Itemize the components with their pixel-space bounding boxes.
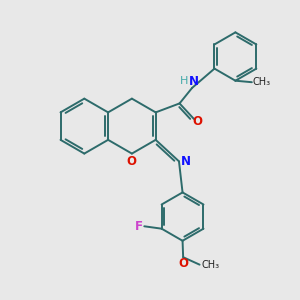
Text: N: N — [189, 75, 199, 88]
Text: O: O — [126, 155, 136, 168]
Text: N: N — [181, 155, 190, 168]
Text: CH₃: CH₃ — [252, 77, 271, 87]
Text: O: O — [193, 115, 202, 128]
Text: H: H — [180, 76, 188, 86]
Text: O: O — [178, 257, 188, 270]
Text: F: F — [135, 220, 143, 233]
Text: CH₃: CH₃ — [201, 260, 219, 270]
